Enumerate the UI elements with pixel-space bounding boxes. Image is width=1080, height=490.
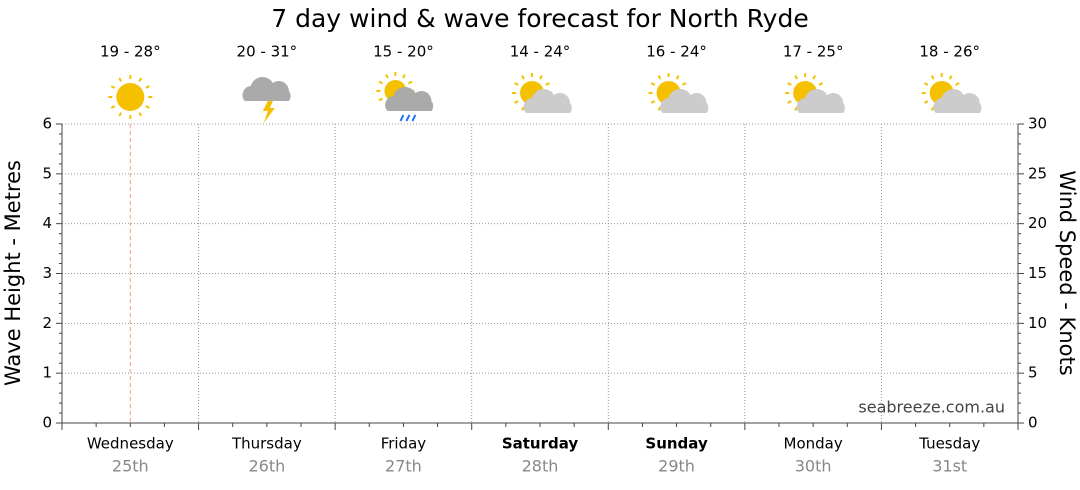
temperature: 16 - 24° [646,43,707,61]
sun-ray [923,100,929,104]
weather-icon [242,77,291,123]
rain [411,114,417,122]
sun-ray [118,112,123,117]
temperature: 20 - 31° [237,43,298,61]
sun-ray [110,85,116,89]
x-tick-label: Monday [784,435,843,453]
y-tick-label: 1 [42,364,52,382]
y2-tick-label: 20 [1028,214,1047,232]
sun-ray [923,82,929,86]
cloud [523,89,572,113]
sun-ray [521,75,525,80]
sun-ray [145,105,150,109]
sun-ray [657,106,662,111]
temperature: 18 - 26° [919,43,980,61]
cloud [796,89,845,113]
weather-icon [648,73,709,113]
sun-ray [138,112,143,117]
cloud [660,89,709,113]
sun-ray [407,80,413,85]
sun-ray [787,82,792,86]
sun-ray [650,82,656,86]
date-label: 30th [795,457,832,476]
sun-ray [681,82,687,86]
x-tick-label: Sunday [645,435,708,453]
sun-ray [930,75,935,80]
rain [405,114,411,122]
sun-ray [818,82,823,86]
weather-icon [921,73,982,113]
sun-ray [948,75,953,80]
weather-icon [785,73,845,113]
date-label: 27th [385,457,422,476]
temperature: 19 - 28° [100,43,161,61]
y2-tick-label: 10 [1028,314,1047,332]
x-tick-label: Wednesday [87,435,174,453]
sun [116,83,145,111]
x-tick-label: Tuesday [918,435,980,453]
sun-ray [930,106,935,111]
temperature: 14 - 24° [510,43,571,61]
temperature: 15 - 20° [373,43,434,61]
weather-icon [376,72,434,122]
sun-ray [378,80,383,85]
date-label: 26th [248,457,285,476]
sun-ray [378,97,383,102]
sun-ray [650,100,656,104]
weather-icon [512,73,572,113]
date-label: 29th [658,457,695,476]
sun-ray [138,77,143,82]
cloud [242,77,291,101]
watermark: seabreeze.com.au [858,398,1005,417]
y-tick-label: 5 [42,164,52,182]
y-tick-label: 4 [42,214,52,232]
sun-ray [539,75,543,80]
sun-ray [955,82,960,86]
sun-ray [675,75,680,80]
sun-ray [118,77,123,82]
y-tick-label: 2 [42,314,52,332]
y2-tick-label: 15 [1028,264,1047,282]
y-axis-label: Wave Height - Metres [1,160,25,386]
x-tick-label: Thursday [231,435,302,453]
sun-ray [657,75,662,80]
temperature: 17 - 25° [783,43,844,61]
date-label: 25th [112,457,149,476]
sun-ray [521,106,525,111]
x-tick-label: Friday [381,435,427,453]
sun-ray [794,106,799,111]
sun-ray [145,85,150,89]
sun-ray [402,74,406,79]
date-label: 31st [932,457,967,476]
sun-ray [812,75,817,80]
cloud [385,87,434,111]
y2-tick-label: 5 [1028,364,1038,382]
rain [399,114,405,122]
sun-ray [514,82,519,86]
y2-axis-label: Wind Speed - Knots [1055,170,1079,375]
cloud [933,89,982,113]
y-tick-label: 3 [42,264,52,282]
sun-ray [385,74,389,79]
y2-tick-label: 0 [1028,414,1038,432]
x-tick-label: Saturday [502,435,579,453]
sun-ray [514,100,519,104]
date-label: 28th [522,457,559,476]
chart-title: 7 day wind & wave forecast for North Ryd… [271,4,808,33]
lightning [262,99,275,123]
sun-ray [545,82,550,86]
y2-tick-label: 25 [1028,164,1047,182]
y2-tick-label: 30 [1028,115,1047,133]
sun-ray [787,100,792,104]
sun-ray [794,75,799,80]
y-tick-label: 6 [42,115,52,133]
weather-icon [108,75,153,119]
sun-ray [110,105,116,109]
y-tick-label: 0 [42,414,52,432]
